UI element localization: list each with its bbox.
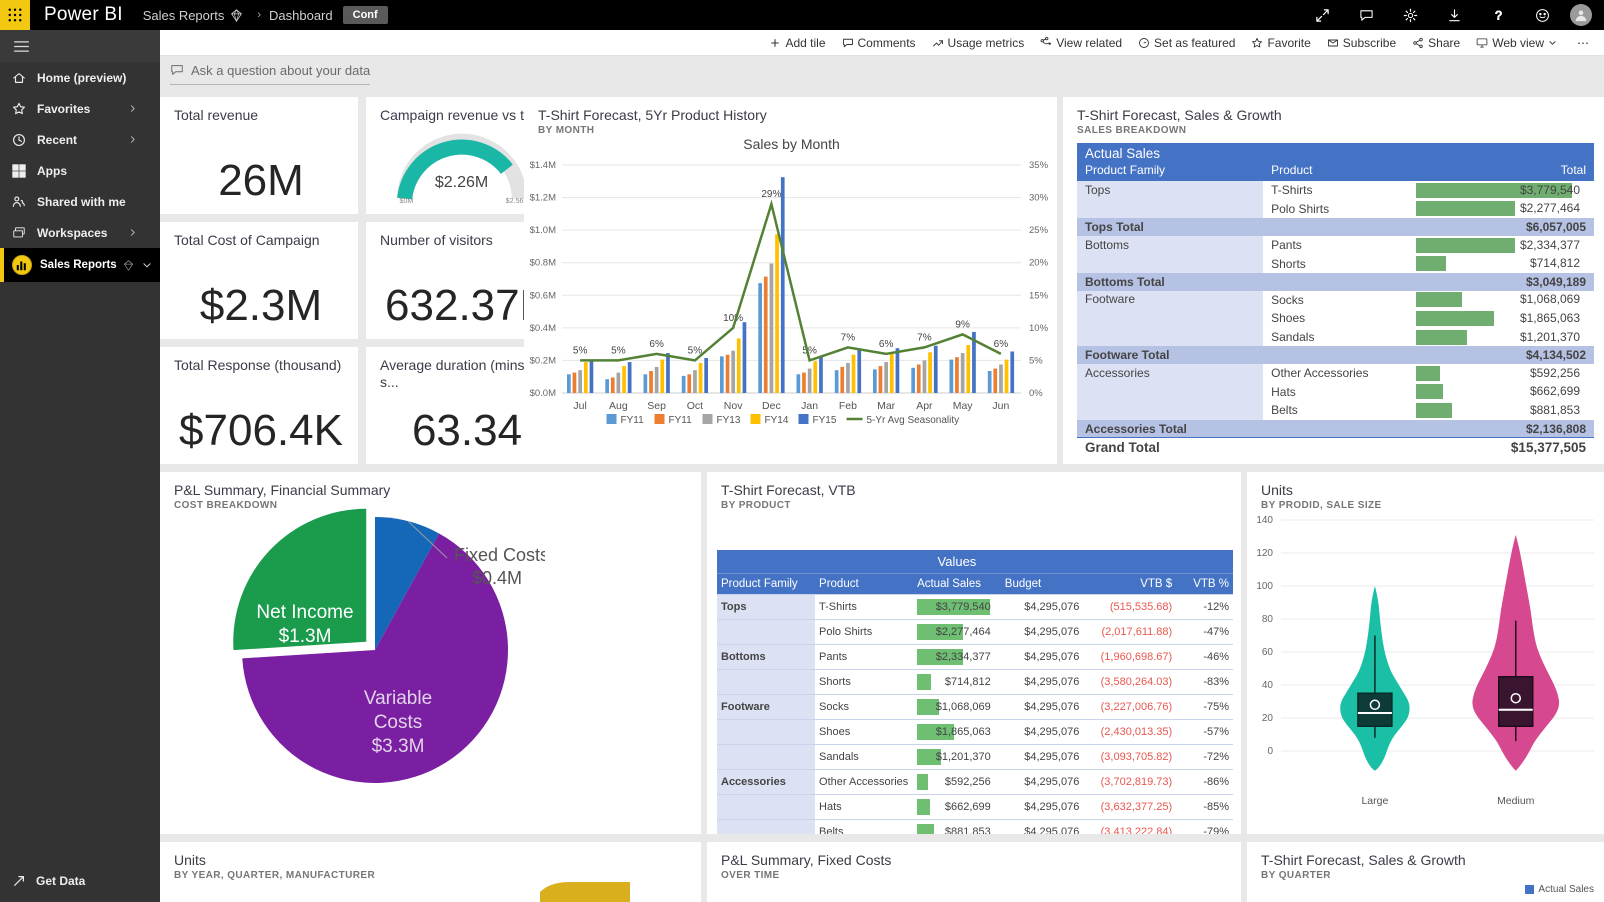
svg-text:?: ? — [1495, 8, 1502, 22]
svg-text:5%: 5% — [1029, 355, 1043, 366]
svg-text:May: May — [953, 400, 974, 412]
svg-text:$0.0M: $0.0M — [530, 388, 556, 399]
svg-text:20%: 20% — [1029, 258, 1049, 269]
svg-text:Sep: Sep — [647, 400, 666, 412]
svg-text:Fixed Costs: Fixed Costs — [454, 545, 545, 565]
svg-text:0%: 0% — [1029, 388, 1043, 399]
svg-text:FY11: FY11 — [669, 415, 693, 426]
svg-text:FY13: FY13 — [717, 415, 741, 426]
svg-text:5%: 5% — [802, 345, 817, 356]
svg-text:40: 40 — [1262, 680, 1274, 691]
svg-text:$0.8M: $0.8M — [530, 258, 556, 269]
svg-text:6%: 6% — [994, 339, 1009, 350]
svg-text:7%: 7% — [917, 332, 932, 343]
svg-text:10%: 10% — [1029, 323, 1049, 334]
svg-text:Apr: Apr — [916, 400, 933, 412]
svg-text:$0M: $0M — [400, 197, 414, 203]
svg-text:25%: 25% — [1029, 225, 1049, 236]
svg-text:Mar: Mar — [877, 400, 896, 412]
svg-text:0: 0 — [1267, 746, 1273, 757]
svg-text:80: 80 — [1262, 614, 1274, 625]
svg-text:$0.4M: $0.4M — [472, 568, 522, 588]
svg-text:$1.4M: $1.4M — [530, 160, 556, 171]
svg-text:$2.26M: $2.26M — [435, 174, 488, 191]
svg-text:5%: 5% — [573, 345, 588, 356]
svg-text:60: 60 — [1262, 647, 1274, 658]
svg-text:20: 20 — [1262, 713, 1274, 724]
svg-text:Large: Large — [1361, 795, 1388, 807]
svg-text:Nov: Nov — [724, 400, 743, 412]
svg-text:$0.4M: $0.4M — [530, 323, 556, 334]
svg-text:Feb: Feb — [839, 400, 857, 412]
svg-text:$1.2M: $1.2M — [530, 193, 556, 204]
svg-text:35%: 35% — [1029, 160, 1049, 171]
svg-text:6%: 6% — [879, 339, 894, 350]
svg-text:5-Yr Avg Seasonality: 5-Yr Avg Seasonality — [867, 415, 960, 426]
svg-text:Variable: Variable — [364, 688, 432, 709]
svg-text:$3.3M: $3.3M — [372, 736, 425, 757]
svg-text:5%: 5% — [611, 345, 626, 356]
svg-text:Jul: Jul — [573, 400, 586, 412]
svg-text:FY11: FY11 — [621, 415, 645, 426]
svg-text:10%: 10% — [723, 313, 743, 324]
svg-text:Sales by Month: Sales by Month — [743, 136, 840, 152]
svg-text:Medium: Medium — [1497, 795, 1535, 807]
svg-text:100: 100 — [1256, 581, 1273, 592]
svg-text:FY15: FY15 — [813, 415, 837, 426]
svg-text:$1.3M: $1.3M — [279, 626, 332, 647]
svg-text:$1.0M: $1.0M — [530, 225, 556, 236]
svg-text:15%: 15% — [1029, 290, 1049, 301]
svg-text:30%: 30% — [1029, 193, 1049, 204]
svg-text:140: 140 — [1256, 515, 1273, 526]
svg-text:7%: 7% — [841, 332, 856, 343]
svg-text:$0.6M: $0.6M — [530, 290, 556, 301]
svg-text:29%: 29% — [761, 189, 781, 200]
svg-text:Net Income: Net Income — [256, 602, 353, 623]
svg-text:Jan: Jan — [801, 400, 818, 412]
svg-text:Oct: Oct — [687, 400, 703, 412]
svg-text:Costs: Costs — [374, 712, 423, 733]
svg-text:Aug: Aug — [609, 400, 628, 412]
svg-text:Jun: Jun — [992, 400, 1009, 412]
svg-text:6%: 6% — [649, 339, 664, 350]
svg-text:Dec: Dec — [762, 400, 781, 412]
svg-text:$0.2M: $0.2M — [530, 355, 556, 366]
svg-text:FY14: FY14 — [765, 415, 789, 426]
svg-text:9%: 9% — [955, 319, 970, 330]
svg-text:120: 120 — [1256, 548, 1273, 559]
